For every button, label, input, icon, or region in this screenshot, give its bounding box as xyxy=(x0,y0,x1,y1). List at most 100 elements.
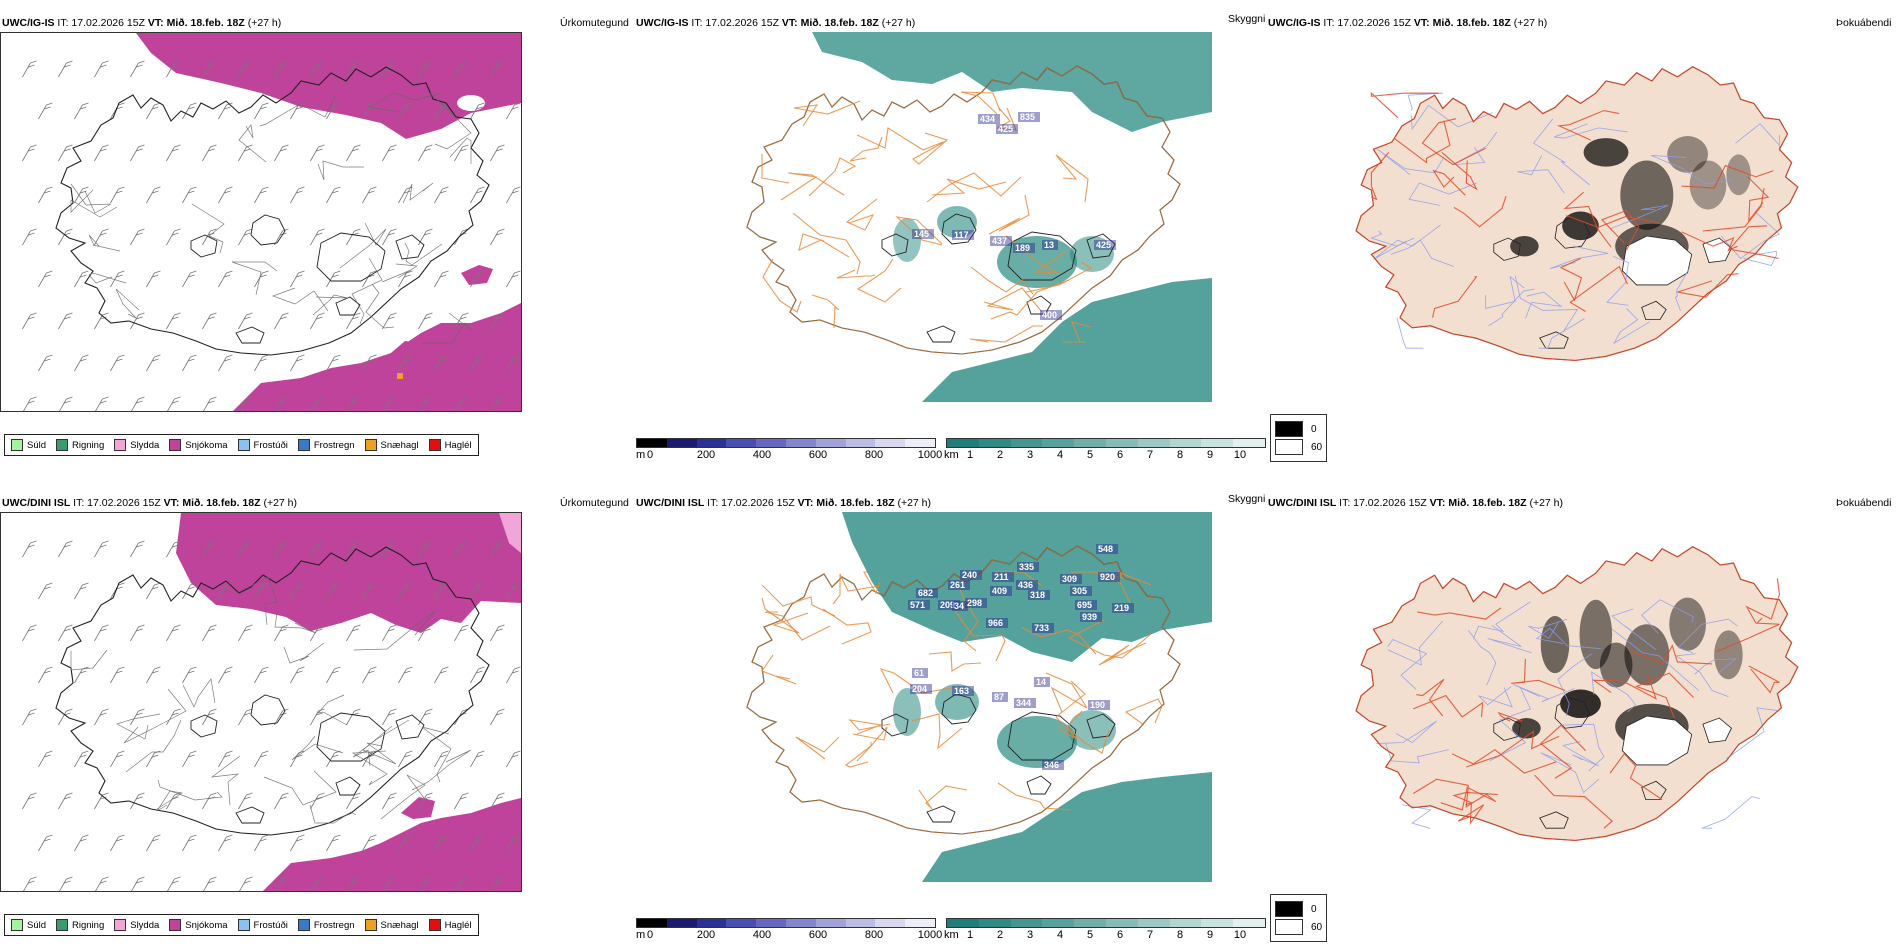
svg-text:117: 117 xyxy=(954,230,969,240)
lead-time: (+27 h) xyxy=(1529,497,1564,509)
cloud-base-tick: 800 xyxy=(864,929,884,941)
cloud-base-tick: 800 xyxy=(864,449,884,461)
legend-swatch xyxy=(1275,901,1303,917)
visibility-map: 548 682 571 240 261 209 34 298 211 409 3… xyxy=(636,512,1268,890)
cloud-base-tick: 0 xyxy=(646,929,654,941)
cloud-base-tick: 200 xyxy=(696,929,716,941)
visibility-tick: 4 xyxy=(1056,929,1064,941)
svg-text:189: 189 xyxy=(1015,243,1030,253)
visibility-value: 344 xyxy=(1014,698,1036,708)
precip-legend: Súld Rigning Slydda Snjókoma Frostúði Fr… xyxy=(4,434,479,456)
lead-time: (+27 h) xyxy=(263,497,298,509)
model-name: UWC/DINI ISL xyxy=(2,497,71,509)
visibility-tick: 8 xyxy=(1176,929,1184,941)
visibility-tick: 5 xyxy=(1086,449,1094,461)
visibility-scale: km 1 2 3 4 5 6 7 8 9 10 xyxy=(944,918,1266,942)
legend-label: 60 xyxy=(1311,441,1323,453)
cloud-base-scale: m 0 200 400 600 800 1000 xyxy=(636,918,942,942)
visibility-value: 34 xyxy=(952,601,968,611)
svg-text:571: 571 xyxy=(910,600,925,610)
visibility-value: 61 xyxy=(912,668,928,678)
precip-header: UWC/DINI ISL IT: 17.02.2026 15Z VT: Mið.… xyxy=(2,496,297,510)
visibility-value: 409 xyxy=(990,586,1012,596)
vis-title: Skyggni xyxy=(1228,493,1266,505)
svg-text:548: 548 xyxy=(1098,544,1113,554)
visibility-tick: 7 xyxy=(1146,929,1154,941)
legend-label: Rigning xyxy=(72,439,105,451)
valid-time: VT: Mið. 18.feb. 18Z xyxy=(163,497,261,509)
precip-legend-item: Rigning xyxy=(56,439,104,451)
svg-text:966: 966 xyxy=(988,618,1003,628)
legend-swatch xyxy=(169,439,182,451)
visibility-value: 204 xyxy=(910,684,932,694)
legend-swatch xyxy=(169,919,182,931)
visibility-tick: 10 xyxy=(1233,449,1247,461)
visibility-value: 335 xyxy=(1017,562,1039,572)
legend-swatch xyxy=(114,919,127,931)
visibility-value: 695 xyxy=(1075,600,1097,610)
precip-legend-item: Haglél xyxy=(428,919,472,931)
visibility-tick: 1 xyxy=(966,929,974,941)
visibility-value: 548 xyxy=(1096,544,1118,554)
lead-time: (+27 h) xyxy=(1513,17,1548,29)
cloud-base-unit: m xyxy=(636,449,646,461)
visibility-value: 425 xyxy=(996,124,1018,134)
model-name: UWC/DINI ISL xyxy=(636,497,705,509)
legend-swatch xyxy=(11,439,23,451)
svg-text:190: 190 xyxy=(1090,700,1105,710)
visibility-value: 835 xyxy=(1018,112,1040,122)
legend-label: Snæhagl xyxy=(380,439,419,451)
svg-text:400: 400 xyxy=(1042,310,1057,320)
svg-text:309: 309 xyxy=(1062,574,1077,584)
precip-legend-item: Frostúði xyxy=(237,919,288,931)
visibility-ticks: km 1 2 3 4 5 6 7 8 9 10 xyxy=(944,928,1266,942)
cloud-base-ticks: m 0 200 400 600 800 1000 xyxy=(636,448,942,462)
valid-time: VT: Mið. 18.feb. 18Z xyxy=(1413,17,1511,29)
model-name: UWC/IG-IS xyxy=(636,17,689,29)
svg-text:204: 204 xyxy=(912,684,927,694)
legend-swatch xyxy=(1275,919,1303,935)
fog-title: Þokuábendi xyxy=(1836,497,1892,509)
lead-time: (+27 h) xyxy=(247,17,282,29)
legend-label: 0 xyxy=(1311,903,1317,915)
svg-text:261: 261 xyxy=(950,580,965,590)
svg-text:14: 14 xyxy=(1036,677,1046,687)
precip-legend: Súld Rigning Slydda Snjókoma Frostúði Fr… xyxy=(4,914,479,936)
legend-label: Snjókoma xyxy=(185,919,228,931)
visibility-value: 13 xyxy=(1042,240,1058,250)
valid-time: VT: Mið. 18.feb. 18Z xyxy=(1429,497,1527,509)
vis-header: UWC/IG-IS IT: 17.02.2026 15Z VT: Mið. 18… xyxy=(636,16,915,30)
precip-header: UWC/IG-IS IT: 17.02.2026 15Z VT: Mið. 18… xyxy=(2,16,281,30)
legend-swatch xyxy=(237,439,250,451)
cloud-base-colorbar xyxy=(636,918,936,928)
visibility-value: 261 xyxy=(948,580,970,590)
valid-time: VT: Mið. 18.feb. 18Z xyxy=(147,17,245,29)
fog-header: UWC/DINI ISL IT: 17.02.2026 15Z VT: Mið.… xyxy=(1268,496,1563,510)
fog-legend: 0 60 xyxy=(1270,894,1328,942)
fog-title: Þokuábendi xyxy=(1836,17,1892,29)
fog-legend-item: 0 xyxy=(1275,421,1322,437)
visibility-value: 437 xyxy=(990,236,1012,246)
precip-legend-item: Snjókoma xyxy=(169,919,228,931)
visibility-value: 425 xyxy=(1094,240,1116,250)
visibility-tick: 6 xyxy=(1116,929,1124,941)
precip-legend-item: Slydda xyxy=(114,439,159,451)
visibility-tick: 4 xyxy=(1056,449,1064,461)
legend-swatch xyxy=(364,439,377,451)
svg-text:835: 835 xyxy=(1020,112,1035,122)
legend-swatch xyxy=(364,919,377,931)
visibility-value: 346 xyxy=(1042,760,1064,770)
legend-label: Frostregn xyxy=(313,919,355,931)
svg-text:437: 437 xyxy=(992,236,1007,246)
precip-legend-item: Súld xyxy=(11,439,46,451)
legend-label: 60 xyxy=(1311,921,1323,933)
visibility-value: 571 xyxy=(908,600,930,610)
init-time: IT: 17.02.2026 15Z xyxy=(57,17,145,29)
visibility-value: 309 xyxy=(1060,574,1082,584)
visibility-scale: km 1 2 3 4 5 6 7 8 9 10 xyxy=(944,438,1266,462)
model-name: UWC/IG-IS xyxy=(1268,17,1321,29)
visibility-tick: 3 xyxy=(1026,449,1034,461)
svg-text:211: 211 xyxy=(994,572,1009,582)
fog-indicator-map xyxy=(1300,32,1860,410)
svg-text:305: 305 xyxy=(1072,586,1087,596)
